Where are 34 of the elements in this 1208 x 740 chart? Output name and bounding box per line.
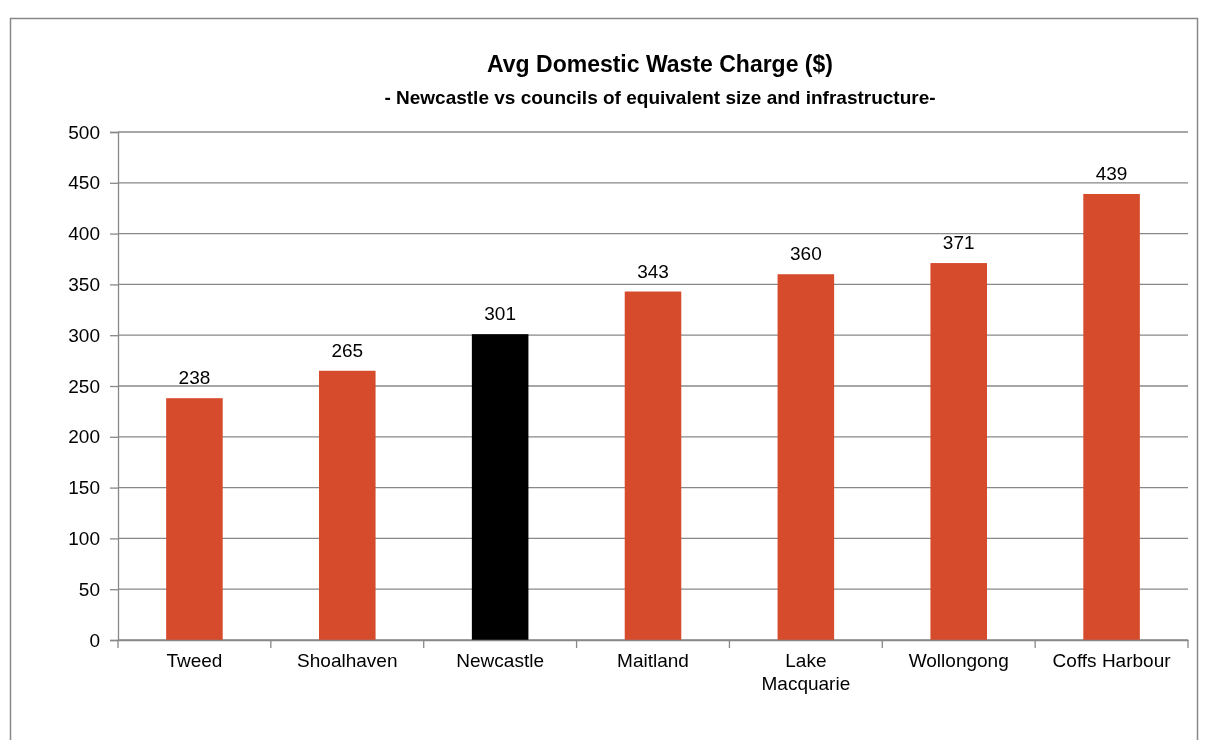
y-tick-label: 400 (68, 223, 100, 245)
bar (624, 291, 682, 640)
y-tick-label: 250 (68, 375, 100, 397)
bar (777, 274, 835, 640)
chart-title: Avg Domestic Waste Charge ($) (487, 51, 833, 77)
x-tick-label: Lake Macquarie (761, 650, 851, 695)
bar (930, 263, 987, 640)
data-label: 265 (331, 339, 364, 361)
data-label: 343 (637, 260, 669, 282)
data-label: 439 (1095, 162, 1128, 184)
bar (1083, 193, 1140, 640)
data-label: 238 (178, 367, 211, 389)
data-label: 371 (942, 232, 975, 254)
y-tick-label: 300 (68, 324, 100, 346)
y-tick-label: 50 (78, 578, 100, 600)
x-tick-label: Shoalhaven (297, 650, 398, 672)
bar (166, 398, 223, 640)
y-tick-label: 150 (68, 477, 100, 499)
data-label: 360 (790, 243, 822, 265)
y-tick-label: 200 (68, 426, 100, 448)
y-tick-label: 350 (68, 273, 100, 295)
bar (471, 334, 529, 640)
y-tick-label: 500 (68, 121, 100, 143)
chart-subtitle: - Newcastle vs councils of equivalent size and infrastructure- (384, 87, 936, 108)
x-tick-label: Coffs Harbour (1052, 650, 1172, 672)
y-tick-label: 100 (68, 527, 100, 549)
x-tick-label: Wollongong (908, 650, 1009, 672)
x-tick-label: Tweed (166, 650, 223, 672)
data-label: 301 (484, 303, 516, 325)
x-tick-label: Maitland (617, 650, 689, 672)
bar (319, 370, 376, 640)
x-tick-label: Newcastle (456, 650, 544, 672)
y-tick-label: 450 (68, 172, 100, 194)
y-tick-label: 0 (89, 629, 100, 651)
